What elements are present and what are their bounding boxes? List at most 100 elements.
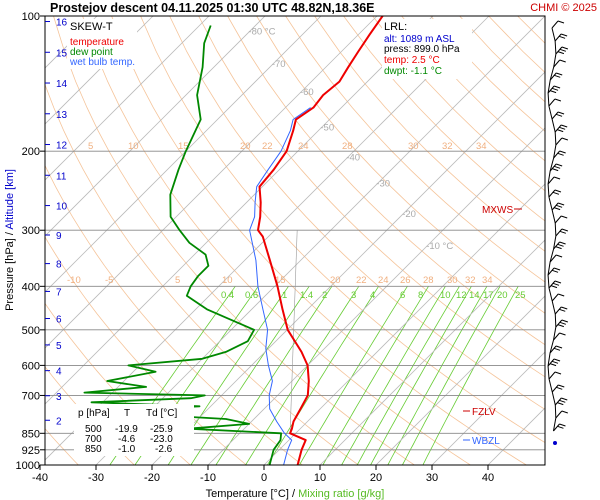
- dry-adiabat-line: [576, 16, 600, 465]
- wind-barb-shaft: [548, 98, 556, 107]
- wind-profile-line: [551, 300, 556, 315]
- table-row-3-t: -1.0: [118, 444, 136, 455]
- wind-barb-flag: [553, 358, 561, 362]
- wind-barb-flag: [555, 345, 563, 349]
- wind-profile-line: [549, 248, 555, 263]
- altitude-tick-label: 10: [56, 202, 68, 213]
- pressure-tick-label: 1000: [16, 460, 40, 472]
- wind-barb: [555, 46, 569, 55]
- wind-barb: [551, 111, 565, 120]
- wind-barb-shaft: [549, 345, 557, 354]
- wind-barb-flag: [558, 384, 565, 388]
- mixing-ratio-label: 2: [322, 290, 327, 301]
- wind-profile-line: [548, 287, 553, 302]
- wind-profile-line: [547, 92, 550, 107]
- y-axis-label-separator: /: [4, 230, 16, 239]
- isotherm-line: [45, 16, 266, 237]
- dry-adiabat-label: 22: [262, 141, 273, 152]
- lrl-title: LRL:: [384, 21, 407, 33]
- isotherm-line: [207, 127, 545, 465]
- isotherm-label: -30: [376, 179, 390, 190]
- wind-barb: [553, 59, 566, 68]
- wind-barb: [547, 358, 561, 367]
- wind-barb-shaft: [553, 423, 560, 432]
- dry-adiabat-label: 26: [400, 275, 411, 286]
- temperature-tick-label: 20: [370, 472, 382, 484]
- level-table: p [hPa] T Td [°C] 500 -19.9 -25.9 700 -4…: [74, 404, 194, 456]
- dry-adiabat-label: 24: [378, 275, 389, 286]
- isotherm-label: -80 °C: [248, 27, 275, 38]
- altitude-tick-label: 9: [56, 231, 62, 242]
- wind-barb-flag: [557, 324, 565, 328]
- wind-barb-flag: [558, 293, 565, 297]
- wind-profile-line: [551, 391, 556, 406]
- wind-profile-line: [547, 183, 550, 198]
- wind-barb-flag: [555, 246, 562, 250]
- wind-barb-flag: [561, 228, 569, 232]
- wind-barb-flag: [552, 282, 560, 286]
- wind-barb-flag: [553, 267, 561, 271]
- mixing-ratio-label: 20: [497, 290, 508, 301]
- wind-barb-flag: [559, 308, 566, 312]
- table-row-1-td: -25.9: [150, 424, 173, 435]
- wind-barb-flag: [559, 59, 566, 63]
- wind-barb-shaft: [551, 20, 559, 29]
- lrl-temperature: temp: 2.5 °C: [384, 55, 440, 66]
- mxws-marker: MXWS: [482, 205, 513, 216]
- wind-profile-line: [548, 105, 553, 120]
- dry-adiabat-label: -10: [67, 275, 81, 286]
- wind-barb-shaft: [554, 215, 562, 224]
- lrl-altitude: alt: 1089 m ASL: [384, 34, 455, 45]
- table-row-2-t: -4.6: [118, 434, 136, 445]
- dry-adiabat-label: 32: [442, 141, 453, 152]
- parcel-line: [289, 230, 298, 434]
- x-axis-label-mixing-ratio: Mixing ratio [g/kg]: [298, 488, 384, 500]
- mixing-ratio-label: 4: [370, 290, 375, 301]
- temperature-tick-label: -40: [32, 472, 48, 484]
- wind-barb: [554, 215, 568, 224]
- isotherm-line: [45, 16, 378, 349]
- wind-profile-line: [551, 118, 556, 133]
- wind-profile-line: [547, 261, 551, 276]
- altitude-tick-label: 8: [56, 260, 62, 271]
- wind-barb-flag: [553, 85, 561, 89]
- wind-barb: [553, 423, 566, 432]
- mixing-ratio-label: 25: [515, 290, 526, 301]
- wind-barb: [554, 124, 568, 133]
- wind-barb: [555, 228, 569, 237]
- mixing-ratio-label: 0.6: [245, 290, 258, 301]
- wind-barb-flag: [561, 397, 568, 401]
- wind-barb: [551, 293, 565, 302]
- y-axis-label-altitude: Altitude [km]: [4, 169, 16, 230]
- wind-barb-flag: [559, 126, 566, 130]
- altitude-tick-label: 14: [56, 79, 68, 90]
- wind-barbs: [547, 20, 569, 445]
- isotherm-label: -10 °C: [426, 241, 453, 252]
- wind-profile-line: [554, 222, 557, 237]
- dry-adiabat-label: 34: [482, 275, 493, 286]
- wind-profile-line: [547, 352, 551, 367]
- wind-barb-flag: [554, 280, 562, 284]
- wind-barb-shaft: [547, 85, 555, 94]
- wbzl-marker: WBZL: [472, 436, 500, 447]
- wind-profile-line: [552, 417, 557, 432]
- wind-barb-flag: [553, 347, 561, 351]
- wind-barb-flag: [559, 150, 566, 154]
- legend: SKEW-T temperature dew point wet bulb te…: [67, 19, 137, 69]
- isotherm-line: [45, 16, 434, 405]
- wind-barb: [554, 306, 568, 315]
- wind-barb-shaft: [555, 410, 563, 419]
- wind-barb-flag: [559, 48, 567, 52]
- wind-barb-flag: [552, 191, 560, 195]
- fzlv-marker: FZLV: [472, 407, 496, 418]
- dry-adiabat-label: 30: [447, 275, 458, 286]
- wind-profile-line: [553, 53, 557, 68]
- temperature-line: [257, 16, 384, 465]
- pressure-tick-label: 500: [22, 325, 40, 337]
- wind-barb-shaft: [554, 124, 562, 133]
- wind-barb-flag: [556, 386, 563, 390]
- legend-background: [67, 19, 137, 69]
- isotherm-label: -40: [346, 153, 360, 164]
- legend-title: SKEW-T: [70, 21, 113, 33]
